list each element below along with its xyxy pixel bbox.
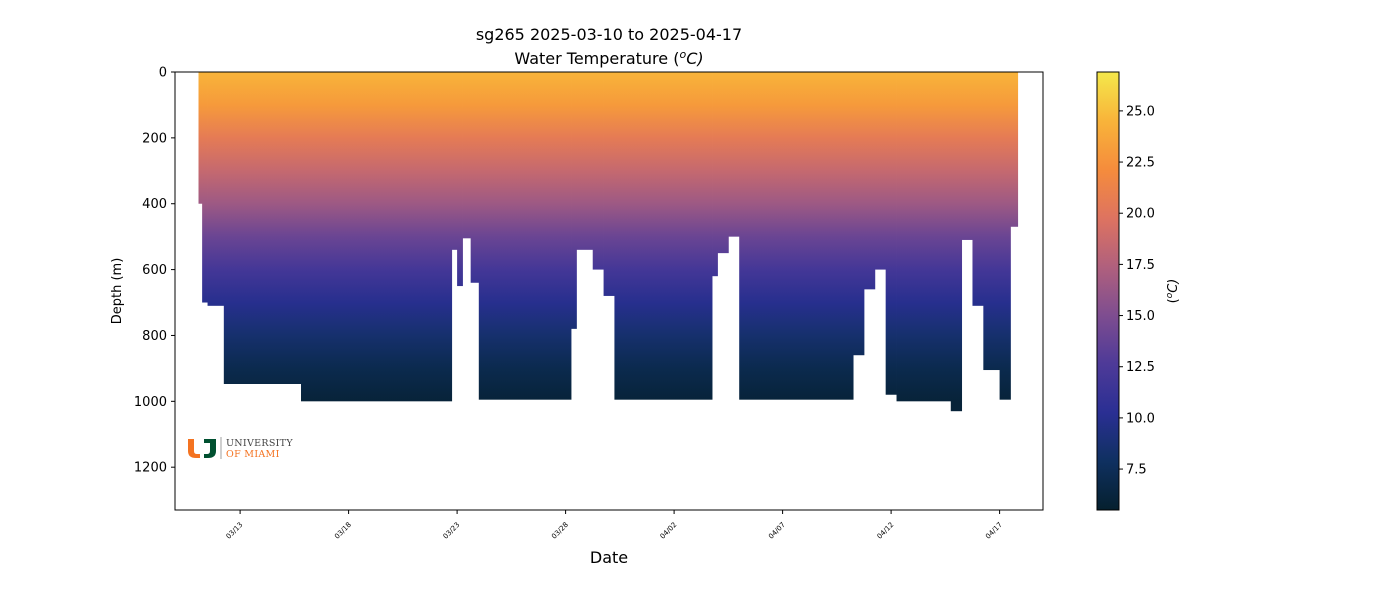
dive-segment bbox=[728, 72, 740, 237]
x-tick-label: 04/12 bbox=[876, 521, 896, 541]
dive-segment bbox=[223, 72, 290, 385]
dive-segment bbox=[961, 72, 973, 240]
dive-segment bbox=[462, 72, 472, 239]
dive-segment bbox=[896, 72, 952, 402]
dive-segment bbox=[198, 72, 203, 204]
x-tick-label: 04/07 bbox=[767, 521, 787, 541]
x-tick-label: 03/18 bbox=[333, 521, 353, 541]
x-tick-label: 03/13 bbox=[225, 521, 245, 541]
dive-segment bbox=[451, 72, 458, 250]
x-tick-label: 03/28 bbox=[550, 521, 570, 541]
colorbar-tick-label: 7.5 bbox=[1126, 463, 1147, 478]
dive-segment bbox=[983, 72, 1000, 371]
chart-title: sg265 2025-03-10 to 2025-04-17 bbox=[476, 25, 742, 44]
chart-subtitle: Water Temperature (oC) bbox=[514, 48, 703, 68]
dive-segment bbox=[972, 72, 984, 306]
dive-segment bbox=[863, 72, 876, 290]
dive-segment bbox=[739, 72, 854, 400]
colorbar-tick-label: 17.5 bbox=[1126, 258, 1155, 273]
colorbar-label: (oC) bbox=[1165, 279, 1181, 304]
x-axis-label: Date bbox=[590, 548, 628, 567]
colorbar-tick-label: 12.5 bbox=[1126, 360, 1155, 375]
colorbar-tick-label: 25.0 bbox=[1126, 104, 1155, 119]
colorbar-label-degree: o bbox=[1165, 292, 1175, 298]
colorbar-label-unit: C) bbox=[1166, 279, 1181, 293]
dive-segment bbox=[885, 72, 897, 395]
logo-u-orange bbox=[188, 439, 200, 458]
y-tick-label: 400 bbox=[142, 197, 167, 212]
colorbar-tick-label: 20.0 bbox=[1126, 207, 1155, 222]
dive-segment bbox=[950, 72, 963, 412]
university-of-miami-logo: UNIVERSITY OF MIAMI bbox=[175, 384, 301, 510]
chart-subtitle-unit: C) bbox=[686, 49, 703, 68]
colorbar-tick-label: 15.0 bbox=[1126, 309, 1155, 324]
dive-segment bbox=[470, 72, 480, 283]
y-tick-label: 800 bbox=[142, 329, 167, 344]
logo-line1: UNIVERSITY bbox=[226, 438, 293, 449]
x-tick-label: 04/17 bbox=[984, 521, 1004, 541]
y-axis-label: Depth (m) bbox=[110, 258, 125, 325]
dive-segment bbox=[712, 72, 718, 277]
colorbar-label-prefix: ( bbox=[1166, 298, 1181, 303]
plot-frame bbox=[174, 71, 1044, 511]
dive-segment bbox=[614, 72, 713, 400]
dive-segment bbox=[576, 72, 594, 250]
dive-segment bbox=[202, 72, 208, 303]
y-tick-label: 1000 bbox=[134, 395, 167, 410]
x-tick-label: 03/23 bbox=[442, 521, 462, 541]
dive-segment bbox=[207, 72, 225, 306]
y-tick-label: 0 bbox=[159, 66, 167, 81]
logo-u-green bbox=[204, 439, 216, 458]
colorbar-ticks: 7.5 10.0 12.5 15.0 17.5 20.0 22.5 25.0 bbox=[1119, 104, 1155, 478]
dive-segment bbox=[1010, 72, 1019, 227]
chart-subtitle-text: Water Temperature ( bbox=[514, 49, 679, 68]
logo-line2: OF MIAMI bbox=[226, 449, 280, 460]
dive-segment bbox=[457, 72, 463, 287]
dive-segment bbox=[571, 72, 577, 329]
chart-subtitle-degree: o bbox=[679, 48, 686, 61]
heatmap-layer bbox=[198, 72, 1019, 412]
dive-segment bbox=[717, 72, 729, 254]
dive-segment bbox=[999, 72, 1011, 400]
y-axis: 0 200 400 600 800 1000 1200 bbox=[134, 66, 175, 476]
x-axis: 03/13 03/18 03/23 03/28 04/02 04/07 04/12 04/17 bbox=[225, 510, 1004, 541]
colorbar-tick-label: 22.5 bbox=[1126, 156, 1155, 171]
y-tick-label: 200 bbox=[142, 131, 167, 146]
dive-segment bbox=[592, 72, 604, 270]
dive-segment bbox=[874, 72, 887, 270]
dive-segment bbox=[478, 72, 572, 400]
y-tick-label: 1200 bbox=[134, 461, 167, 476]
dive-segment bbox=[288, 72, 453, 402]
colorbar-tick-label: 10.0 bbox=[1126, 411, 1155, 426]
logo-background bbox=[175, 384, 301, 510]
dive-segment bbox=[603, 72, 615, 296]
dive-segment bbox=[853, 72, 865, 356]
y-tick-label: 600 bbox=[142, 263, 167, 278]
x-tick-label: 04/02 bbox=[659, 521, 679, 541]
colorbar bbox=[1097, 72, 1119, 510]
colorbar-frame bbox=[1096, 71, 1120, 511]
